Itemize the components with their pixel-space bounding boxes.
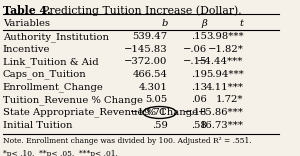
Text: .59: .59	[152, 121, 167, 130]
Text: 539.47: 539.47	[132, 32, 167, 41]
Text: −4.44***: −4.44***	[197, 57, 244, 66]
Text: 5.94***: 5.94***	[206, 70, 244, 79]
Text: Authority_Institution: Authority_Institution	[3, 32, 109, 41]
Text: β: β	[201, 19, 207, 28]
Text: 4.301: 4.301	[139, 83, 167, 92]
Text: Caps_on_Tuition: Caps_on_Tuition	[3, 70, 87, 79]
Text: Predicting Tuition Increase (Dollar).: Predicting Tuition Increase (Dollar).	[35, 5, 242, 16]
Text: −1.82*: −1.82*	[208, 45, 244, 54]
Text: −.18: −.18	[183, 108, 207, 117]
Text: Incentive: Incentive	[3, 45, 50, 54]
Text: Initial Tuition: Initial Tuition	[3, 121, 72, 130]
Text: Enrollment_Change: Enrollment_Change	[3, 82, 104, 92]
Text: 16.73***: 16.73***	[200, 121, 244, 130]
Text: 4.11***: 4.11***	[206, 83, 244, 92]
Text: State Appropriate_Revenue % Change: State Appropriate_Revenue % Change	[3, 108, 198, 117]
Text: −.15: −.15	[183, 57, 207, 66]
Text: .58: .58	[191, 121, 207, 130]
Text: Table 4.: Table 4.	[3, 5, 51, 16]
Text: Link_Tuition & Aid: Link_Tuition & Aid	[3, 57, 98, 67]
Text: .13: .13	[191, 83, 207, 92]
Text: −19.71: −19.71	[130, 108, 167, 117]
Text: −145.83: −145.83	[124, 45, 167, 54]
Text: .15: .15	[191, 32, 207, 41]
Text: *p< .10.  **p< .05.  ***p< .01.: *p< .10. **p< .05. ***p< .01.	[3, 150, 118, 156]
Text: −.06: −.06	[183, 45, 207, 54]
Text: t: t	[239, 19, 244, 28]
Text: −5.86***: −5.86***	[198, 108, 244, 117]
Text: b: b	[161, 19, 167, 28]
Text: Note. Enrollment change was divided by 100. Adjusted R² = .551.: Note. Enrollment change was divided by 1…	[3, 137, 251, 145]
Text: .06: .06	[191, 95, 207, 104]
Text: Variables: Variables	[3, 19, 50, 28]
Text: −372.00: −372.00	[124, 57, 167, 66]
Text: 3.98***: 3.98***	[206, 32, 244, 41]
Text: .19: .19	[191, 70, 207, 79]
Text: 466.54: 466.54	[133, 70, 167, 79]
Text: Tuition_Revenue % Change: Tuition_Revenue % Change	[3, 95, 143, 105]
Text: 5.05: 5.05	[145, 95, 167, 104]
Text: 1.72*: 1.72*	[216, 95, 244, 104]
